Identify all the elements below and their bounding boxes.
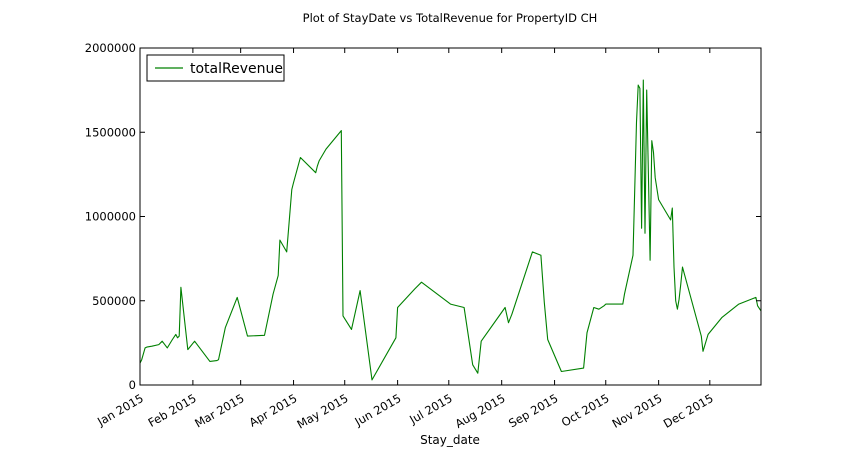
y-tick-label: 0 (129, 378, 136, 392)
y-tick-label: 1000000 (85, 210, 136, 224)
y-axis: 0 500000 1000000 1500000 2000000 (85, 41, 761, 392)
x-tick-label: Mar 2015 (192, 391, 246, 430)
x-tick-label: Nov 2015 (610, 391, 665, 431)
x-tick-label: Apr 2015 (247, 391, 300, 430)
y-tick-label: 2000000 (85, 41, 136, 55)
x-tick-label: Jul 2015 (406, 391, 454, 427)
x-tick-label: Jan 2015 (94, 391, 146, 429)
legend: totalRevenue (146, 54, 285, 82)
x-tick-label: Feb 2015 (146, 391, 199, 430)
chart-title: Plot of StayDate vs TotalRevenue for Pro… (303, 11, 598, 25)
series-line-totalRevenue (139, 79, 762, 381)
series-layer (139, 79, 762, 381)
x-tick-label: Oct 2015 (559, 391, 612, 430)
x-tick-label: Aug 2015 (453, 391, 508, 431)
x-tick-label: Sep 2015 (506, 391, 560, 430)
x-tick-label: Dec 2015 (661, 391, 716, 431)
legend-label: totalRevenue (190, 61, 283, 77)
y-tick-label: 1500000 (85, 125, 136, 139)
plot-area (140, 48, 761, 385)
x-axis-label: Stay_date (420, 433, 480, 447)
y-tick-label: 500000 (92, 294, 136, 308)
x-tick-label: Jun 2015 (352, 391, 404, 429)
x-tick-label: May 2015 (295, 391, 351, 431)
